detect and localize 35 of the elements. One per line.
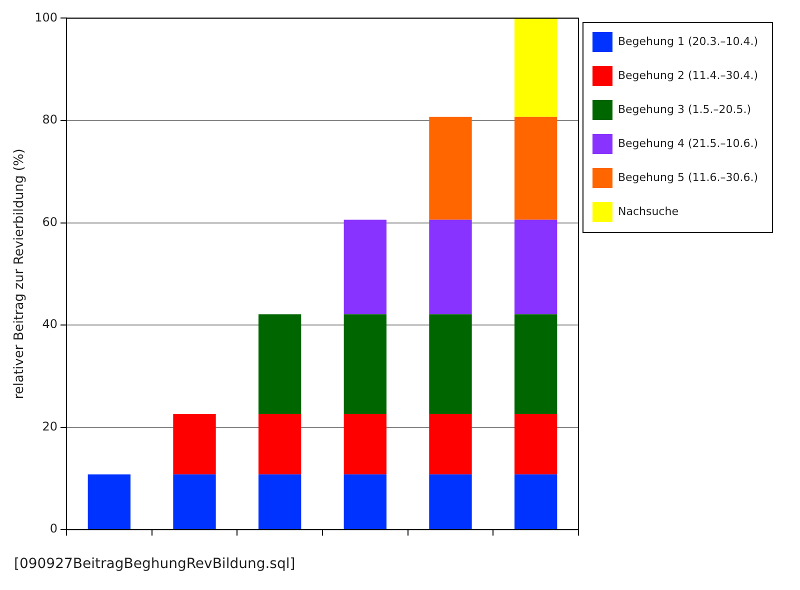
bar [429, 314, 472, 414]
bar [514, 474, 558, 530]
bar [514, 220, 558, 314]
bar [344, 314, 386, 414]
bar [514, 18, 558, 117]
bar [258, 414, 302, 474]
bar [344, 414, 386, 474]
y-tick-label: 0 [50, 522, 58, 536]
bar [429, 474, 472, 530]
legend-label: Nachsuche [618, 204, 679, 218]
bar [173, 474, 216, 530]
bar [514, 414, 558, 474]
legend-label: Begehung 5 (11.6.–30.6.) [618, 170, 758, 184]
y-tick-label: 40 [42, 317, 58, 332]
bar [429, 220, 472, 314]
bar [258, 314, 302, 414]
bar [88, 474, 130, 530]
bar [514, 116, 558, 220]
legend-label: Begehung 1 (20.3.–10.4.) [618, 34, 758, 48]
text: [090927BeitragBeghungRevBildung.sql] [14, 556, 296, 572]
legend-label: Begehung 2 (11.4.–30.4.) [618, 68, 758, 82]
legend-label: Begehung 3 (1.5.–20.5.) [618, 102, 751, 116]
bar [344, 474, 386, 530]
bar [173, 414, 216, 474]
y-tick-label: 20 [42, 419, 58, 434]
y-tick-label: 80 [42, 112, 58, 127]
bar [344, 220, 386, 314]
bar [429, 116, 472, 220]
legend-label: Begehung 4 (21.5.–10.6.) [618, 136, 758, 150]
bar [514, 314, 558, 414]
y-axis-title: relativer Beitrag zur Revierbildung (%) [12, 148, 28, 400]
bar [429, 414, 472, 474]
y-tick-label: 60 [42, 214, 58, 229]
bar [258, 474, 302, 530]
y-tick-label: 100 [34, 10, 58, 24]
